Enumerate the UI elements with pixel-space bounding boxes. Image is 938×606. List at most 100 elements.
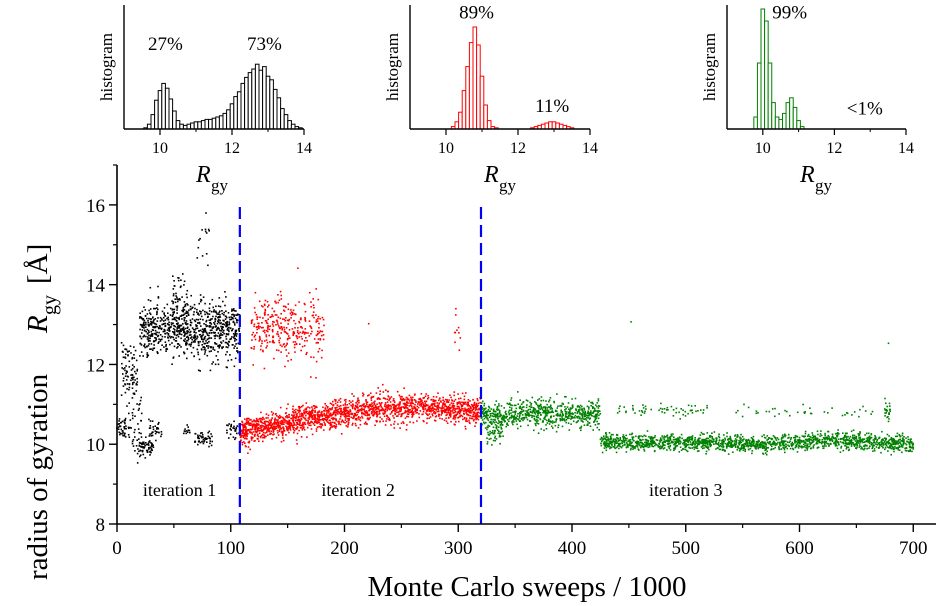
data-point <box>388 418 390 421</box>
data-point <box>148 343 150 345</box>
data-point <box>689 447 692 449</box>
data-point <box>375 411 378 413</box>
data-point <box>281 345 283 348</box>
data-point <box>289 425 291 428</box>
data-point <box>591 407 594 410</box>
data-point <box>546 412 549 415</box>
data-point <box>291 328 294 330</box>
data-point <box>343 409 346 412</box>
data-point <box>377 413 379 416</box>
data-point <box>407 413 410 415</box>
data-point <box>142 453 145 456</box>
data-point <box>411 396 414 399</box>
data-point <box>556 415 559 417</box>
data-point <box>328 408 330 411</box>
data-point <box>251 334 253 336</box>
data-point <box>279 290 282 293</box>
data-point <box>147 319 149 322</box>
data-point <box>517 391 519 393</box>
data-point <box>272 340 274 342</box>
data-point <box>495 400 498 402</box>
data-point <box>328 410 330 413</box>
data-point <box>238 327 241 329</box>
data-point <box>617 437 619 440</box>
data-point <box>324 416 327 419</box>
data-point <box>711 440 714 443</box>
data-point <box>538 411 540 413</box>
data-point <box>441 405 444 408</box>
data-point <box>471 408 474 411</box>
data-point <box>288 416 291 418</box>
data-point <box>243 432 245 435</box>
data-point <box>237 351 239 354</box>
data-point <box>574 412 576 414</box>
data-point <box>171 309 174 311</box>
data-point <box>561 416 563 418</box>
data-point <box>166 329 169 331</box>
data-point <box>264 425 266 427</box>
data-point <box>200 335 202 338</box>
data-point <box>260 420 262 423</box>
data-point <box>232 313 234 316</box>
data-point <box>133 346 135 348</box>
data-point <box>898 439 900 441</box>
data-point <box>148 448 150 450</box>
data-point <box>150 449 153 451</box>
data-point <box>321 424 324 426</box>
data-point <box>187 314 190 316</box>
data-point <box>150 442 152 444</box>
data-point <box>244 445 247 447</box>
data-point <box>827 438 830 440</box>
data-point <box>186 424 188 426</box>
data-point <box>157 334 160 337</box>
data-point <box>395 405 397 408</box>
data-point <box>384 424 387 426</box>
data-point <box>533 418 536 421</box>
data-point <box>214 318 216 321</box>
data-point <box>318 410 321 412</box>
data-point <box>257 428 259 430</box>
data-point <box>184 327 187 330</box>
data-point <box>343 410 346 413</box>
data-point <box>460 407 463 409</box>
data-point <box>147 354 150 357</box>
data-point <box>357 417 359 419</box>
data-point <box>483 417 486 420</box>
data-point <box>303 429 306 431</box>
data-point <box>287 360 289 362</box>
data-point <box>265 417 267 419</box>
data-point <box>376 411 378 414</box>
data-point <box>142 335 144 338</box>
data-point <box>374 400 376 403</box>
data-point <box>199 318 202 320</box>
data-point <box>789 440 791 443</box>
data-point <box>476 404 478 407</box>
data-point <box>293 424 296 426</box>
data-point <box>577 409 580 411</box>
data-point <box>148 337 150 339</box>
data-point <box>338 411 341 413</box>
data-point <box>323 410 325 412</box>
data-point <box>125 372 127 375</box>
data-point <box>307 419 309 422</box>
data-point <box>397 411 400 413</box>
data-point <box>119 432 122 435</box>
data-point <box>459 411 462 413</box>
data-point <box>519 405 521 408</box>
data-point <box>475 418 477 421</box>
data-point <box>510 417 513 419</box>
data-point <box>598 429 600 431</box>
data-point <box>313 421 316 424</box>
data-point <box>311 421 314 423</box>
data-point <box>180 314 183 317</box>
data-point <box>386 409 388 412</box>
data-point <box>355 419 358 421</box>
data-point <box>307 417 310 419</box>
data-point <box>863 448 865 451</box>
data-point <box>197 318 199 321</box>
data-point <box>366 413 369 415</box>
data-point <box>572 413 574 415</box>
data-point <box>233 322 236 324</box>
data-point <box>398 408 401 410</box>
data-point <box>207 431 209 434</box>
